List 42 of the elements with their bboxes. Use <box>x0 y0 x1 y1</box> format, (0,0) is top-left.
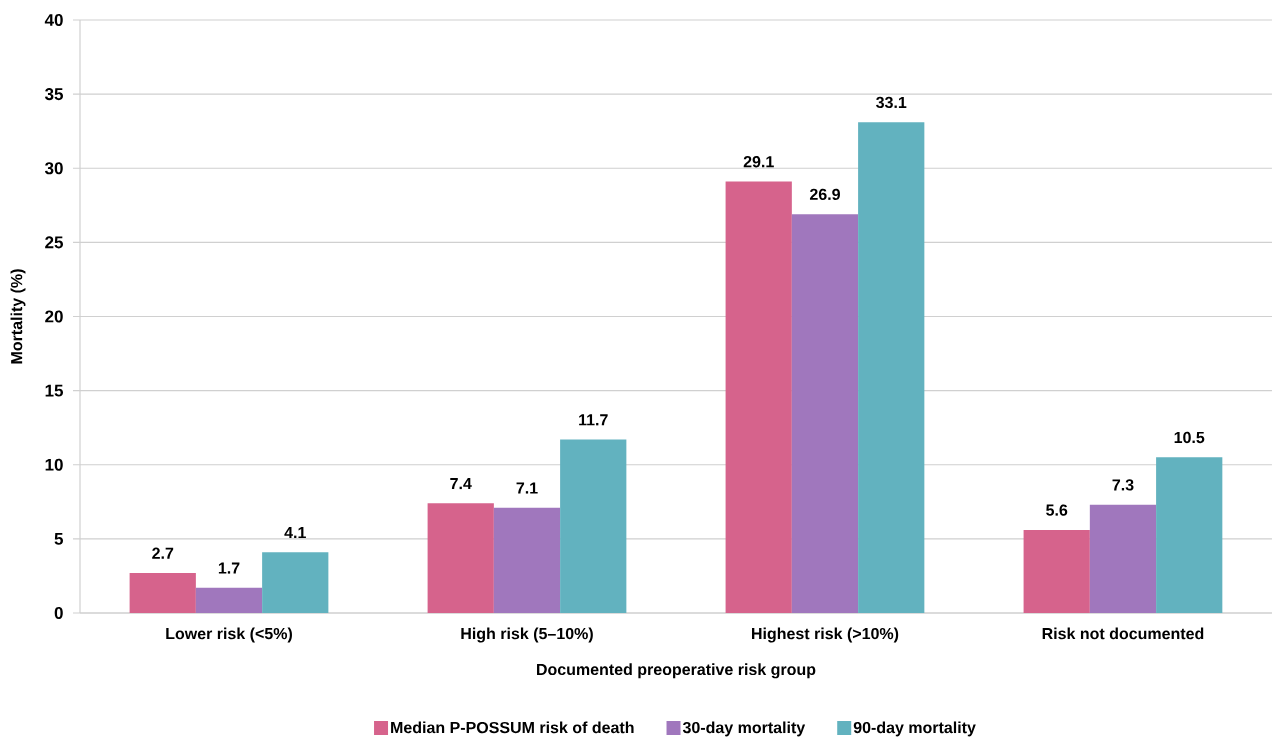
bar <box>858 122 925 613</box>
legend-label: 90-day mortality <box>853 721 976 737</box>
y-tick-label: 35 <box>44 88 64 101</box>
data-label: 26.9 <box>809 188 840 201</box>
bar <box>1023 529 1090 613</box>
bar <box>791 214 859 613</box>
bar <box>1089 504 1157 613</box>
data-label: 29.1 <box>743 156 774 168</box>
bar <box>129 572 196 613</box>
data-label: 2.7 <box>152 547 174 559</box>
legend-label: Median P-POSSUM risk of death <box>391 721 634 734</box>
data-label: 7.4 <box>450 478 472 490</box>
data-label: 5.6 <box>1046 504 1068 516</box>
data-label: 7.1 <box>516 482 538 494</box>
bar <box>1156 457 1223 613</box>
x-axis-title: Documented preoperative risk group <box>537 663 816 679</box>
y-tick-label: 20 <box>45 310 63 323</box>
bar <box>493 507 561 613</box>
y-tick-label: 40 <box>44 13 63 27</box>
data-label: 7.3 <box>1112 479 1134 491</box>
bar <box>725 181 792 613</box>
data-label: 10.5 <box>1174 431 1205 444</box>
data-label: 11.7 <box>579 414 608 426</box>
bar <box>262 552 329 613</box>
y-axis-title: Mortality (%) <box>10 269 26 364</box>
x-tick-label: Lower risk (<5%) <box>166 627 292 643</box>
y-tick-label: 5 <box>54 532 64 545</box>
y-tick-label: 0 <box>54 606 63 620</box>
y-tick-label: 15 <box>45 384 64 397</box>
bar <box>195 587 263 613</box>
x-tick-label: Highest risk (>10%) <box>752 627 899 643</box>
bar <box>560 439 627 613</box>
x-tick-label: Risk not documented <box>1042 627 1204 640</box>
bar <box>427 503 494 613</box>
y-tick-label: 30 <box>44 162 63 175</box>
y-tick-label: 25 <box>45 236 64 249</box>
data-label: 33.1 <box>876 96 907 109</box>
x-tick-label: High risk (5–10%) <box>461 627 593 643</box>
data-label: 4.1 <box>284 527 306 539</box>
y-tick-label: 10 <box>45 458 63 471</box>
data-label: 1.7 <box>218 562 240 574</box>
legend-label: 30-day mortality <box>682 721 806 737</box>
